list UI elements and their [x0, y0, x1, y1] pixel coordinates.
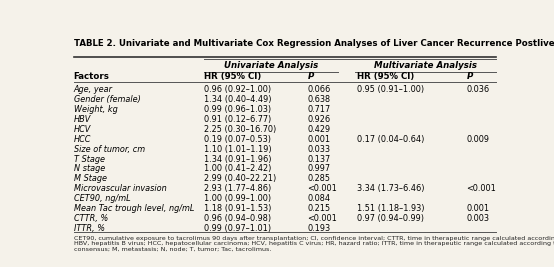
Text: 0.084: 0.084	[307, 194, 331, 203]
Text: 2.99 (0.40–22.21): 2.99 (0.40–22.21)	[204, 174, 277, 183]
Text: 0.137: 0.137	[307, 155, 331, 164]
Text: 0.036: 0.036	[466, 85, 490, 95]
Text: Mean Tac trough level, ng/mL: Mean Tac trough level, ng/mL	[74, 204, 194, 213]
Text: 0.066: 0.066	[307, 85, 331, 95]
Text: T Stage: T Stage	[74, 155, 105, 164]
Text: Univariate Analysis: Univariate Analysis	[224, 61, 318, 70]
Text: 2.93 (1.77–4.86): 2.93 (1.77–4.86)	[204, 184, 272, 193]
Text: 1.00 (0.99–1.00): 1.00 (0.99–1.00)	[204, 194, 271, 203]
Text: CET90, cumulative exposure to tacrolimus 90 days after transplantation; CI, conf: CET90, cumulative exposure to tacrolimus…	[74, 235, 554, 252]
Text: HR (95% CI): HR (95% CI)	[357, 72, 414, 81]
Text: 0.95 (0.91–1.00): 0.95 (0.91–1.00)	[357, 85, 424, 95]
Text: M Stage: M Stage	[74, 174, 106, 183]
Text: 0.638: 0.638	[307, 95, 331, 104]
Text: <0.001: <0.001	[307, 214, 337, 223]
Text: 0.717: 0.717	[307, 105, 331, 114]
Text: N stage: N stage	[74, 164, 105, 174]
Text: TABLE 2. Univariate and Multivariate Cox Regression Analyses of Liver Cancer Rec: TABLE 2. Univariate and Multivariate Cox…	[74, 39, 554, 48]
Text: 1.34 (0.40–4.49): 1.34 (0.40–4.49)	[204, 95, 272, 104]
Text: 1.10 (1.01–1.19): 1.10 (1.01–1.19)	[204, 145, 272, 154]
Text: 0.97 (0.94–0.99): 0.97 (0.94–0.99)	[357, 214, 424, 223]
Text: 0.001: 0.001	[466, 204, 490, 213]
Text: Age, year: Age, year	[74, 85, 112, 95]
Text: HCC: HCC	[74, 135, 91, 144]
Text: HBV: HBV	[74, 115, 91, 124]
Text: 0.193: 0.193	[307, 224, 331, 233]
Text: 0.215: 0.215	[307, 204, 331, 213]
Text: 0.91 (0.12–6.77): 0.91 (0.12–6.77)	[204, 115, 272, 124]
Text: <0.001: <0.001	[307, 184, 337, 193]
Text: 1.00 (0.41–2.42): 1.00 (0.41–2.42)	[204, 164, 272, 174]
Text: Factors: Factors	[74, 72, 110, 81]
Text: 0.926: 0.926	[307, 115, 331, 124]
Text: P: P	[466, 72, 473, 81]
Text: 0.96 (0.94–0.98): 0.96 (0.94–0.98)	[204, 214, 271, 223]
Text: Size of tumor, cm: Size of tumor, cm	[74, 145, 145, 154]
Text: HR (95% CI): HR (95% CI)	[204, 72, 261, 81]
Text: 1.34 (0.91–1.96): 1.34 (0.91–1.96)	[204, 155, 272, 164]
Text: 2.25 (0.30–16.70): 2.25 (0.30–16.70)	[204, 125, 277, 134]
Text: 3.34 (1.73–6.46): 3.34 (1.73–6.46)	[357, 184, 424, 193]
Text: CET90, ng/mL: CET90, ng/mL	[74, 194, 130, 203]
Text: Weight, kg: Weight, kg	[74, 105, 117, 114]
Text: 0.009: 0.009	[466, 135, 489, 144]
Text: 0.997: 0.997	[307, 164, 331, 174]
Text: 0.99 (0.96–1.03): 0.99 (0.96–1.03)	[204, 105, 271, 114]
Text: 0.429: 0.429	[307, 125, 331, 134]
Text: ITTR, %: ITTR, %	[74, 224, 105, 233]
Text: 1.18 (0.91–1.53): 1.18 (0.91–1.53)	[204, 204, 272, 213]
Text: HCV: HCV	[74, 125, 91, 134]
Text: CTTR, %: CTTR, %	[74, 214, 108, 223]
Text: 0.96 (0.92–1.00): 0.96 (0.92–1.00)	[204, 85, 271, 95]
Text: 0.003: 0.003	[466, 214, 489, 223]
Text: <0.001: <0.001	[466, 184, 496, 193]
Text: Gender (female): Gender (female)	[74, 95, 140, 104]
Text: Multivariate Analysis: Multivariate Analysis	[374, 61, 477, 70]
Text: 0.033: 0.033	[307, 145, 331, 154]
Text: P: P	[307, 72, 314, 81]
Text: 0.001: 0.001	[307, 135, 331, 144]
Text: 0.19 (0.07–0.53): 0.19 (0.07–0.53)	[204, 135, 271, 144]
Text: 0.99 (0.97–1.01): 0.99 (0.97–1.01)	[204, 224, 271, 233]
Text: 0.285: 0.285	[307, 174, 331, 183]
Text: Microvascular invasion: Microvascular invasion	[74, 184, 166, 193]
Text: 0.17 (0.04–0.64): 0.17 (0.04–0.64)	[357, 135, 424, 144]
Text: 1.51 (1.18–1.93): 1.51 (1.18–1.93)	[357, 204, 424, 213]
